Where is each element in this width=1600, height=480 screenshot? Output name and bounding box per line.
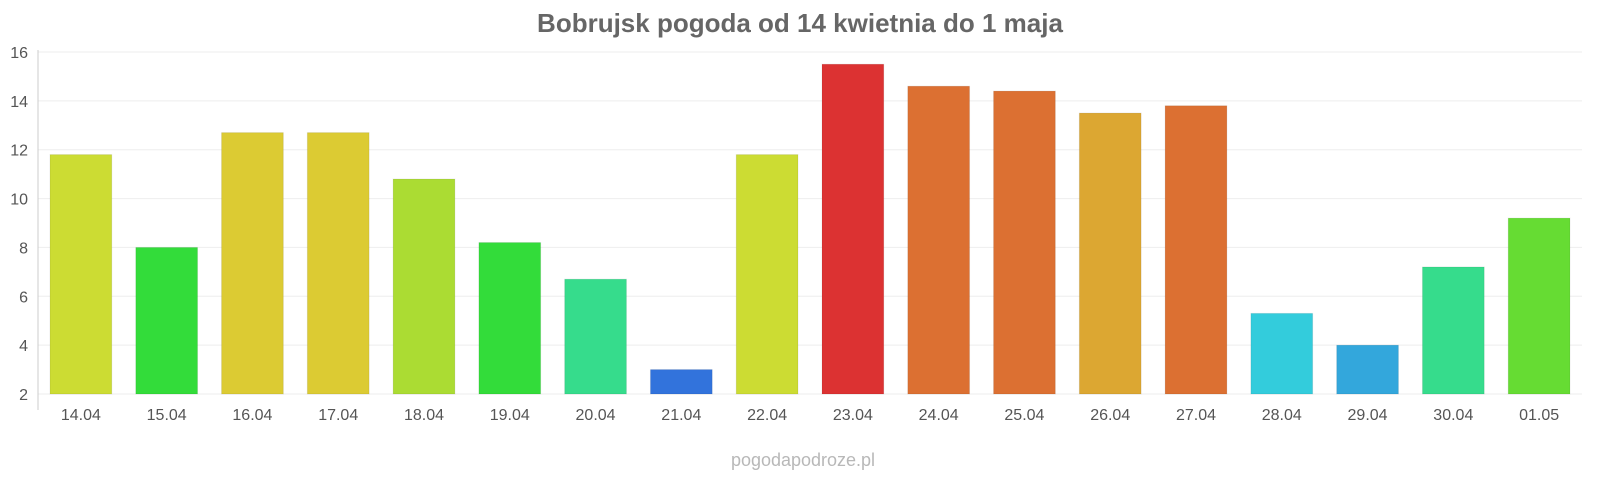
y-tick-label: 16	[10, 45, 28, 62]
bar	[1421, 266, 1485, 395]
x-tick-label: 25.04	[1004, 407, 1044, 424]
x-tick-label: 01.05	[1519, 407, 1559, 424]
bar	[1507, 217, 1571, 395]
bar	[221, 132, 284, 395]
y-tick-label: 8	[19, 240, 28, 257]
y-tick-label: 6	[19, 289, 28, 306]
x-tick-label: 16.04	[232, 407, 272, 424]
x-axis-labels: 14.04 15.04 16.04 17.04 18.04 19.04 20.04 21.04…	[61, 407, 1559, 424]
bar	[392, 178, 456, 395]
x-tick-label: 22.04	[747, 407, 787, 424]
y-tick-label: 4	[19, 338, 28, 355]
x-tick-label: 26.04	[1090, 407, 1130, 424]
bar	[478, 242, 542, 395]
x-tick-label: 23.04	[833, 407, 873, 424]
grid-lines	[38, 51, 1582, 395]
x-tick-label: 29.04	[1348, 407, 1388, 424]
bar	[907, 85, 971, 395]
x-tick-label: 14.04	[61, 407, 101, 424]
x-tick-label: 28.04	[1262, 407, 1302, 424]
bar	[649, 369, 713, 395]
y-axis-ticks: 2 4 6 8 10 12 14 16	[10, 45, 28, 404]
x-tick-label: 15.04	[147, 407, 187, 424]
watermark: pogodapodroze.pl	[731, 450, 875, 470]
bars	[49, 63, 1571, 395]
bar	[735, 154, 799, 395]
x-tick-label: 17.04	[318, 407, 358, 424]
x-tick-label: 24.04	[919, 407, 959, 424]
bar	[1336, 344, 1399, 395]
bar	[1164, 105, 1228, 395]
bar	[821, 63, 885, 395]
bar	[135, 246, 199, 395]
y-tick-label: 10	[10, 192, 28, 209]
x-tick-label: 19.04	[490, 407, 530, 424]
x-tick-label: 18.04	[404, 407, 444, 424]
bar	[564, 278, 627, 395]
bar	[49, 154, 113, 395]
y-tick-label: 14	[10, 94, 28, 111]
bar	[1250, 312, 1314, 395]
x-tick-label: 30.04	[1433, 407, 1473, 424]
x-tick-label: 21.04	[661, 407, 701, 424]
x-tick-label: 27.04	[1176, 407, 1216, 424]
y-tick-label: 12	[10, 143, 28, 160]
chart-title: Bobrujsk pogoda od 14 kwietnia do 1 maja	[537, 8, 1063, 38]
bar	[1078, 112, 1142, 395]
bar	[993, 90, 1056, 395]
bar	[306, 132, 370, 395]
x-tick-label: 20.04	[576, 407, 616, 424]
y-tick-label: 2	[19, 387, 28, 404]
